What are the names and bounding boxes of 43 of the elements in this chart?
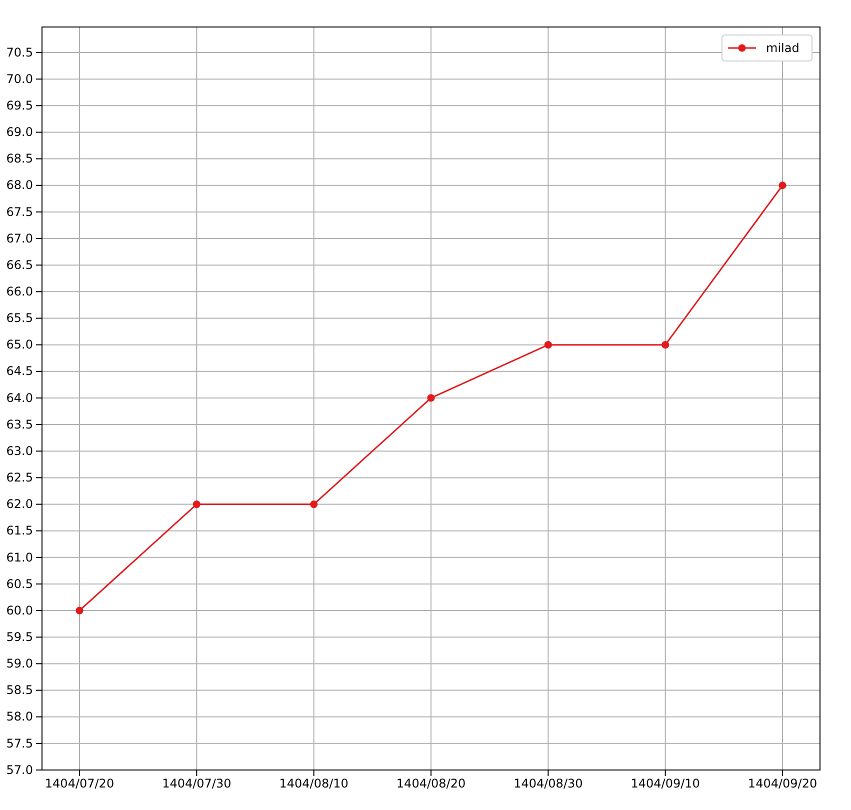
point [76, 606, 84, 614]
y-tick-label: 59.5 [6, 630, 33, 644]
x-tick-label: 1404/07/20 [44, 776, 114, 791]
x-tick-label: 1404/07/30 [162, 776, 232, 791]
y-tick-label: 61.5 [6, 524, 33, 538]
y-tick-label: 60.5 [6, 576, 33, 591]
y-tick-label: 58.0 [6, 710, 33, 724]
y-tick-label: 63.5 [6, 417, 33, 432]
y-tick-label: 65.5 [6, 311, 33, 326]
point [310, 500, 318, 508]
point [427, 394, 435, 402]
y-tick-label: 57.5 [6, 736, 33, 750]
x-tick-label: 1404/09/20 [748, 776, 818, 791]
y-tick-label: 58.5 [6, 683, 33, 698]
legend-label: milad [766, 41, 800, 55]
x-tick-label: 1404/08/30 [514, 776, 583, 791]
y-tick-label: 69.5 [6, 98, 33, 112]
y-tick-label: 70.5 [6, 45, 33, 60]
y-tick-label: 61.0 [6, 550, 33, 564]
y-tick-label: 57.0 [6, 762, 33, 777]
x-tick-label: 1404/08/10 [279, 776, 348, 791]
point [192, 500, 200, 508]
y-tick-label: 70.0 [6, 72, 33, 86]
y-tick-label: 68.5 [6, 152, 33, 166]
y-tick-label: 62.5 [6, 470, 33, 485]
y-tick-label: 67.5 [6, 204, 33, 219]
y-tick-label: 60.0 [6, 603, 33, 618]
y-tick-label: 66.0 [6, 284, 33, 299]
y-tick-label: 65.0 [6, 338, 33, 352]
y-tick-label: 69.0 [6, 125, 33, 140]
y-tick-label: 59.0 [6, 656, 33, 671]
y-tick-label: 68.0 [6, 178, 33, 192]
y-tick-label: 67.0 [6, 231, 33, 246]
y-tick-label: 64.5 [6, 364, 33, 378]
y-tick-label: 63.0 [6, 444, 33, 458]
y-tick-label: 66.5 [6, 258, 33, 272]
x-tick-label: 1404/08/20 [396, 776, 466, 791]
point [662, 341, 670, 349]
y-tick-label: 62.0 [6, 497, 33, 512]
point [778, 182, 786, 190]
x-tick-label: 1404/09/10 [630, 776, 700, 791]
y-tick-label: 64.0 [6, 390, 33, 405]
point [544, 341, 552, 349]
